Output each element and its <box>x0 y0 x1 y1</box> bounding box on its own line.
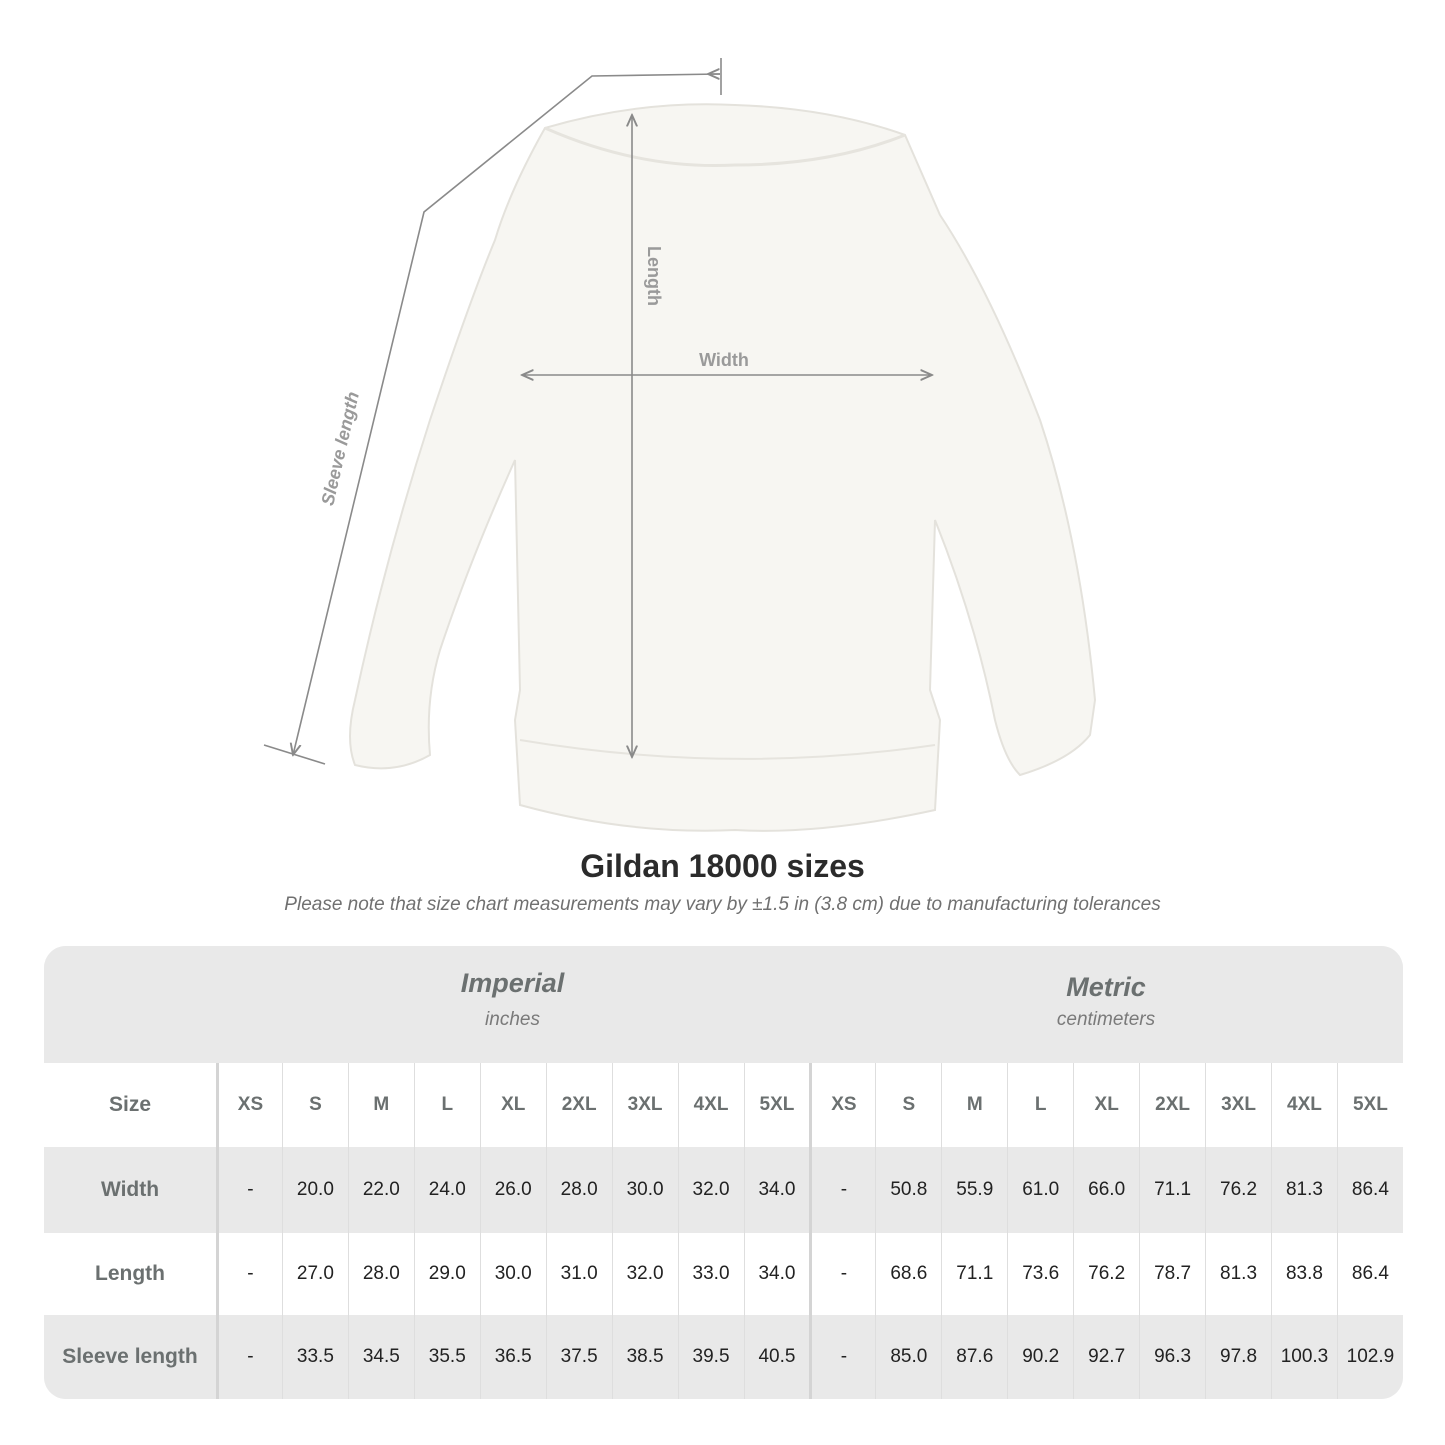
size-label: Size <box>108 1093 152 1116</box>
table-cell: 68.6 <box>875 1233 941 1315</box>
imperial-title: Imperial <box>460 968 565 998</box>
table-cell: 31.0 <box>545 1233 612 1315</box>
size-header-cell: L <box>413 1063 480 1147</box>
table-cell: 35.5 <box>413 1315 480 1399</box>
table-cell: 96.3 <box>1139 1315 1205 1399</box>
width-label: Width <box>699 350 749 370</box>
table-cell: 38.5 <box>611 1315 678 1399</box>
table-cell: 27.0 <box>281 1233 348 1315</box>
unit-header: Imperial inches Metric centimeters <box>44 946 1403 1063</box>
table-cell: 28.0 <box>545 1147 612 1233</box>
table-cell: 37.5 <box>545 1315 612 1399</box>
size-header-cell: 3XL <box>611 1063 678 1147</box>
length-label: Length <box>644 246 664 306</box>
table-cell: 100.3 <box>1271 1315 1337 1399</box>
table-cell: 92.7 <box>1073 1315 1139 1399</box>
table-cell: 81.3 <box>1271 1147 1337 1233</box>
table-cell: 50.8 <box>875 1147 941 1233</box>
table-row-sleeve-length: Sleeve length -33.5 34.5 35.5 36.5 37.5 38.5 3… <box>44 1315 1403 1399</box>
table-cell: 34.0 <box>743 1147 810 1233</box>
row-label: Width <box>100 1178 160 1201</box>
metric-title: Metric <box>1066 972 1146 1002</box>
table-cell: 32.0 <box>611 1233 678 1315</box>
metric-unit: centimeters <box>1056 1009 1156 1030</box>
size-header-cell: 4XL <box>1271 1063 1337 1147</box>
table-cell: 97.8 <box>1205 1315 1271 1399</box>
row-label: Length <box>95 1262 165 1285</box>
table-cell: 90.2 <box>1007 1315 1073 1399</box>
table-cell: 33.5 <box>281 1315 348 1399</box>
imperial-group-header: Imperial inches <box>216 968 809 1031</box>
table-cell: 71.1 <box>941 1233 1007 1315</box>
imperial-unit: inches <box>485 1009 540 1030</box>
table-cell: 85.0 <box>875 1315 941 1399</box>
table-cell: - <box>216 1233 282 1315</box>
table-cell: 36.5 <box>479 1315 546 1399</box>
size-header-cell: 3XL <box>1205 1063 1271 1147</box>
table-cell: 73.6 <box>1007 1233 1073 1315</box>
table-cell: 55.9 <box>941 1147 1007 1233</box>
table-cell: 66.0 <box>1073 1147 1139 1233</box>
table-row-width: Width -20.0 22.0 24.0 26.0 28.0 30.0 32.0 34.0-… <box>44 1147 1403 1233</box>
size-header-cell: 2XL <box>545 1063 612 1147</box>
table-cell: 34.5 <box>347 1315 414 1399</box>
size-header-cell: M <box>941 1063 1007 1147</box>
table-cell: - <box>809 1315 875 1399</box>
table-cell: 26.0 <box>479 1147 546 1233</box>
size-header-cell: XS <box>809 1063 875 1147</box>
table-cell: 83.8 <box>1271 1233 1337 1315</box>
table-cell: 71.1 <box>1139 1147 1205 1233</box>
table-cell: 86.4 <box>1336 1233 1403 1315</box>
size-header-cell: XL <box>479 1063 546 1147</box>
size-header-cell: 5XL <box>1336 1063 1403 1147</box>
sweatshirt-image <box>349 103 1097 832</box>
size-header-cell: M <box>347 1063 414 1147</box>
tolerance-note: Please note that size chart measurements… <box>284 894 1161 915</box>
row-label: Sleeve length <box>62 1345 198 1368</box>
size-header-cell: 4XL <box>677 1063 744 1147</box>
size-chart-table: Imperial inches Metric centimeters Size … <box>44 946 1403 1399</box>
table-cell: 87.6 <box>941 1315 1007 1399</box>
sweatshirt-illustration: Length Width Sleeve length <box>263 58 1097 832</box>
size-header-cell: S <box>281 1063 348 1147</box>
table-cell: 39.5 <box>677 1315 744 1399</box>
size-header-cell: L <box>1007 1063 1073 1147</box>
table-cell: 33.0 <box>677 1233 744 1315</box>
table-cell: 76.2 <box>1073 1233 1139 1315</box>
table-cell: - <box>809 1233 875 1315</box>
table-cell: 32.0 <box>677 1147 744 1233</box>
size-header-cell: 2XL <box>1139 1063 1205 1147</box>
table-cell: 22.0 <box>347 1147 414 1233</box>
metric-group-header: Metric centimeters <box>809 972 1403 1031</box>
table-cell: 34.0 <box>743 1233 810 1315</box>
table-cell: 61.0 <box>1007 1147 1073 1233</box>
table-cell: 40.5 <box>743 1315 810 1399</box>
measurement-lines <box>263 58 932 765</box>
size-header-row: Size XS S M L XL 2XL 3XL 4XL 5XL XS S M L XL 2XL 3XL 4XL… <box>44 1063 1403 1147</box>
size-header-cell: XL <box>1073 1063 1139 1147</box>
page-title: Gildan 18000 sizes <box>580 848 865 884</box>
table-cell: 28.0 <box>347 1233 414 1315</box>
sleeve-length-label: Sleeve length <box>317 390 363 508</box>
table-cell: 30.0 <box>611 1147 678 1233</box>
table-cell: 30.0 <box>479 1233 546 1315</box>
size-header-cell: XS <box>216 1063 282 1147</box>
table-cell: 102.9 <box>1336 1315 1403 1399</box>
table-cell: - <box>809 1147 875 1233</box>
table-cell: 20.0 <box>281 1147 348 1233</box>
table-cell: - <box>216 1315 282 1399</box>
table-row-length: Length -27.0 28.0 29.0 30.0 31.0 32.0 33.0 34.0… <box>44 1233 1403 1315</box>
size-header-cell: 5XL <box>743 1063 810 1147</box>
table-cell: 29.0 <box>413 1233 480 1315</box>
table-cell: 76.2 <box>1205 1147 1271 1233</box>
table-cell: 81.3 <box>1205 1233 1271 1315</box>
size-header-cell: S <box>875 1063 941 1147</box>
table-cell: 24.0 <box>413 1147 480 1233</box>
table-cell: - <box>216 1147 282 1233</box>
table-cell: 78.7 <box>1139 1233 1205 1315</box>
table-cell: 86.4 <box>1336 1147 1403 1233</box>
